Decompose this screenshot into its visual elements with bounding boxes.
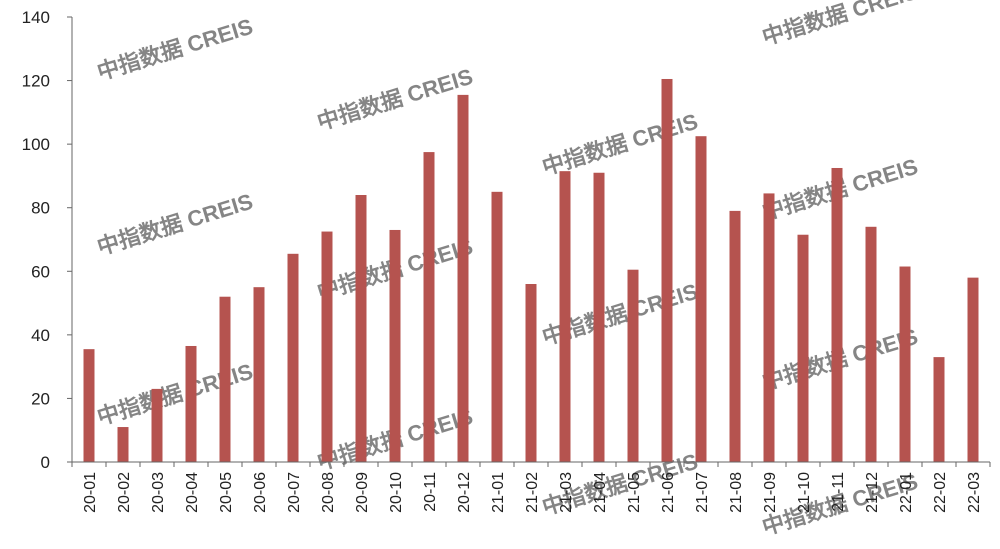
bar-20-06 (253, 287, 265, 462)
y-tick-labels: 0 20 40 60 80 100 120 140 (22, 8, 72, 472)
bar-21-06 (661, 78, 673, 462)
bar-21-09 (763, 193, 775, 462)
bar-21-01 (491, 191, 503, 462)
x-tick-label-20-05: 20-05 (218, 472, 235, 513)
watermark-text: 中指数据 CREIS (94, 14, 256, 85)
bar-22-02 (933, 357, 945, 462)
x-tick-label-21-12: 21-12 (864, 472, 881, 513)
x-tick-label-20-01: 20-01 (82, 472, 99, 513)
x-tick-label-21-06: 21-06 (660, 472, 677, 513)
bar-21-08 (729, 210, 741, 462)
bar-21-04 (593, 172, 605, 462)
x-tick-label-21-05: 21-05 (626, 472, 643, 513)
x-tick-label-21-09: 21-09 (762, 472, 779, 513)
bars-layer (83, 78, 979, 463)
x-tick-label-20-08: 20-08 (320, 472, 337, 513)
bar-22-03 (967, 277, 979, 462)
bar-20-05 (219, 296, 231, 462)
bar-21-11 (831, 167, 843, 463)
y-tick-label: 20 (31, 389, 50, 408)
x-tick-label-21-01: 21-01 (490, 472, 507, 513)
x-tick-label-21-11: 21-11 (830, 472, 847, 512)
x-tick-label-20-07: 20-07 (286, 472, 303, 513)
x-tick-label-21-07: 21-07 (694, 472, 711, 513)
x-tick-label-22-03: 22-03 (966, 472, 983, 513)
bar-20-01 (83, 349, 95, 462)
y-tick-label: 40 (31, 326, 50, 345)
x-tick-label-22-01: 22-01 (898, 472, 915, 513)
bar-20-11 (423, 152, 435, 462)
x-tick-label-21-04: 21-04 (592, 472, 609, 513)
watermark-layer: 中指数据 CREIS 中指数据 CREIS 中指数据 CREIS 中指数据 CREIS… (94, 0, 921, 540)
x-tick-label-20-02: 20-02 (116, 472, 133, 513)
bar-20-12 (457, 94, 469, 463)
bar-20-02 (117, 427, 129, 462)
watermark-text: 中指数据 CREIS (539, 109, 701, 180)
x-tick-label-20-03: 20-03 (150, 472, 167, 513)
y-tick-label: 100 (22, 135, 50, 154)
y-tick-label: 120 (22, 72, 50, 91)
bar-21-02 (525, 284, 537, 462)
bar-20-04 (185, 345, 197, 462)
x-tick-label-21-03: 21-03 (558, 472, 575, 513)
bar-20-07 (287, 253, 299, 462)
watermark-text: 中指数据 CREIS (94, 189, 256, 260)
x-tick-label-20-11: 20-11 (422, 472, 439, 512)
watermark-text: 中指数据 CREIS (759, 0, 921, 50)
bar-22-01 (899, 266, 911, 462)
x-tick-label-21-10: 21-10 (796, 472, 813, 513)
bar-20-03 (151, 388, 163, 462)
bar-21-12 (865, 226, 877, 462)
x-tick-label-22-02: 22-02 (932, 472, 949, 513)
y-tick-label: 140 (22, 8, 50, 27)
x-tick-labels: 20-01 20-02 20-03 20-04 20-05 20-06 20-07 20-08… (71, 462, 991, 513)
watermark-text: 中指数据 CREIS (94, 359, 256, 430)
bar-20-10 (389, 229, 401, 462)
bar-21-10 (797, 234, 809, 462)
bar-20-09 (355, 195, 367, 462)
bar-21-07 (695, 136, 707, 462)
bar-21-05 (627, 269, 639, 462)
axes-layer (71, 17, 990, 463)
x-tick-label-21-02: 21-02 (524, 472, 541, 513)
x-tick-label-20-04: 20-04 (184, 472, 201, 513)
x-tick-label-20-12: 20-12 (456, 472, 473, 513)
x-tick-label-20-09: 20-09 (354, 472, 371, 513)
y-tick-label: 80 (31, 199, 50, 218)
watermark-text: 中指数据 CREIS (314, 64, 476, 135)
y-tick-label: 60 (31, 262, 50, 281)
y-tick-label: 0 (41, 453, 50, 472)
bar-21-03 (559, 171, 571, 462)
x-tick-label-20-06: 20-06 (252, 472, 269, 513)
bar-20-08 (321, 231, 333, 462)
x-tick-label-20-10: 20-10 (388, 472, 405, 513)
x-tick-label-21-08: 21-08 (728, 472, 745, 513)
